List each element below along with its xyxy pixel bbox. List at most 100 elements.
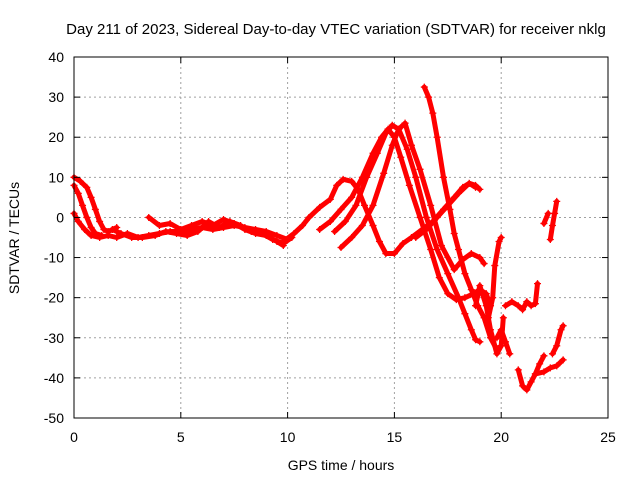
series-arc-14 — [493, 326, 514, 358]
data-point — [476, 185, 484, 193]
data-point — [341, 217, 349, 225]
data-point — [113, 234, 121, 241]
y-tick-label: -10 — [44, 250, 64, 266]
data-point — [440, 173, 448, 181]
data-point — [333, 181, 341, 189]
data-point — [117, 229, 125, 237]
data-point — [151, 231, 159, 239]
data-point — [433, 213, 441, 221]
data-point — [506, 350, 514, 358]
data-point — [399, 240, 407, 248]
series-arc-15 — [501, 280, 542, 314]
data-point — [553, 342, 561, 350]
data-point — [546, 236, 554, 244]
data-point — [544, 209, 552, 217]
y-tick-label: 30 — [48, 89, 64, 105]
x-tick-label: 0 — [70, 429, 78, 445]
series-line — [550, 323, 566, 357]
data-point — [269, 236, 277, 244]
data-point — [108, 225, 116, 233]
data-point — [79, 201, 87, 209]
data-point — [540, 352, 548, 360]
data-point — [331, 227, 339, 235]
series-arc-1 — [70, 173, 121, 235]
plot-frame — [73, 56, 609, 419]
data-point — [472, 336, 480, 344]
data-point — [497, 234, 505, 241]
data-point — [183, 231, 191, 239]
data-point — [450, 266, 458, 274]
data-point — [499, 314, 507, 322]
data-point — [444, 290, 452, 298]
data-point — [540, 219, 548, 227]
data-point — [337, 244, 345, 252]
series-line — [494, 327, 513, 357]
data-point — [476, 254, 484, 262]
data-point — [495, 238, 503, 246]
data-point — [416, 213, 424, 221]
grid — [74, 57, 608, 418]
data-point — [531, 370, 539, 378]
data-point — [501, 302, 509, 310]
data-point — [337, 205, 345, 213]
data-point — [412, 234, 420, 241]
data-point — [187, 221, 195, 229]
data-point — [484, 314, 492, 322]
data-point — [546, 364, 554, 372]
data-point — [480, 260, 488, 268]
data-point — [382, 129, 390, 137]
data-point — [382, 250, 390, 258]
data-point — [348, 193, 356, 201]
data-point — [454, 189, 462, 197]
data-point — [369, 221, 377, 229]
data-point — [527, 302, 535, 310]
series-line — [547, 198, 560, 242]
data-point — [559, 356, 567, 364]
data-point — [425, 93, 433, 101]
series-arc-11 — [412, 179, 480, 241]
data-point — [519, 382, 527, 390]
x-axis-label: GPS time / hours — [288, 457, 395, 473]
data-point — [83, 213, 91, 221]
data-point — [493, 334, 501, 342]
data-point — [534, 280, 542, 288]
data-point — [358, 221, 366, 229]
data-point — [258, 229, 266, 237]
data-point — [514, 366, 522, 374]
data-series — [70, 83, 567, 394]
series-arc-19 — [546, 197, 561, 244]
data-point — [166, 219, 174, 227]
data-point — [540, 368, 548, 376]
data-point — [476, 282, 484, 290]
data-point — [437, 242, 445, 250]
data-point — [427, 201, 435, 209]
data-point — [194, 227, 202, 235]
data-point — [369, 201, 377, 209]
data-point — [491, 262, 499, 270]
data-point — [100, 225, 108, 233]
data-point — [81, 225, 89, 233]
data-point — [138, 234, 146, 241]
y-axis-label: SDTVAR / TECUs — [6, 182, 22, 294]
data-point — [420, 83, 428, 91]
data-point — [444, 201, 452, 209]
data-point — [390, 250, 398, 258]
data-point — [273, 231, 281, 239]
x-tick-label: 15 — [387, 429, 403, 445]
data-point — [128, 234, 136, 241]
data-point — [551, 209, 559, 217]
data-point — [489, 294, 497, 302]
data-point — [548, 350, 556, 358]
series-arc-5 — [108, 217, 296, 248]
data-point — [162, 227, 170, 235]
y-tick-label: -40 — [44, 370, 64, 386]
data-point — [465, 179, 473, 187]
data-point — [536, 360, 544, 368]
data-point — [429, 109, 437, 117]
data-point — [145, 213, 153, 221]
data-point — [527, 378, 535, 386]
data-point — [375, 238, 383, 246]
y-tick-label: -20 — [44, 290, 64, 306]
data-point — [205, 217, 213, 225]
y-tick-label: 40 — [48, 49, 64, 65]
